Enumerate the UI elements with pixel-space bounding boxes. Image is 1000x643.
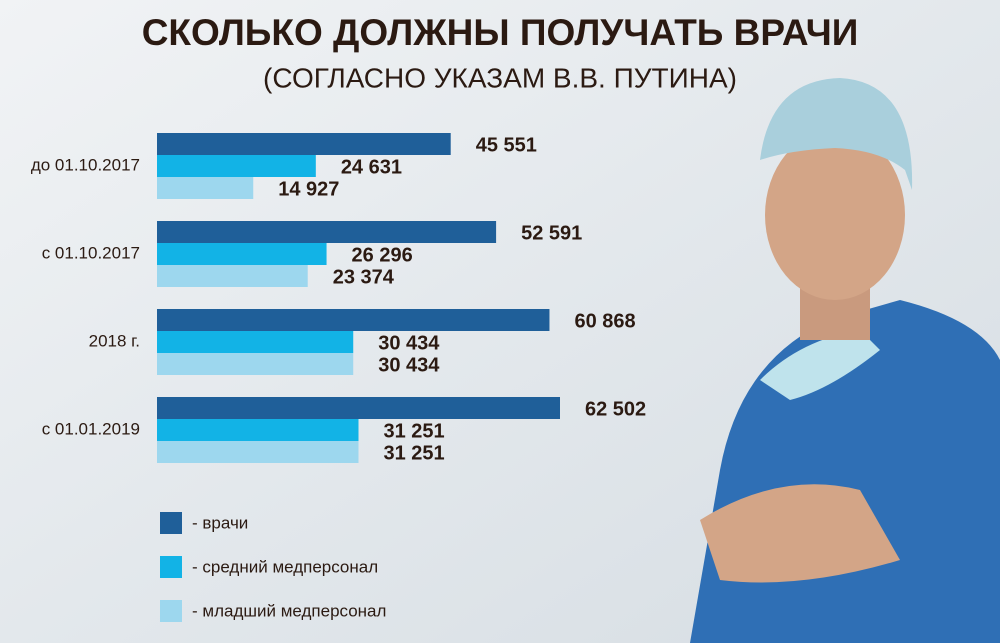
legend-swatch xyxy=(160,600,182,622)
chart-title: СКОЛЬКО ДОЛЖНЫ ПОЛУЧАТЬ ВРАЧИ xyxy=(142,12,859,53)
value-label: 62 502 xyxy=(585,398,646,420)
value-label: 52 591 xyxy=(521,222,582,244)
bar xyxy=(157,155,316,177)
bar xyxy=(157,177,254,199)
legend-label: - врачи xyxy=(192,513,248,532)
value-label: 30 434 xyxy=(378,332,440,354)
bar xyxy=(157,353,354,375)
bar xyxy=(157,397,560,419)
category-label: с 01.10.2017 xyxy=(42,243,140,262)
value-label: 60 868 xyxy=(574,310,635,332)
category-label: до 01.10.2017 xyxy=(31,155,140,174)
value-label: 14 927 xyxy=(278,178,339,200)
bar xyxy=(157,419,359,441)
value-label: 31 251 xyxy=(384,420,445,442)
legend-label: - средний медперсонал xyxy=(192,557,378,576)
value-label: 23 374 xyxy=(333,266,395,288)
category-label: с 01.01.2019 xyxy=(42,419,140,438)
bar xyxy=(157,221,497,243)
category-label: 2018 г. xyxy=(89,331,140,350)
bar xyxy=(157,441,359,463)
doctor-illustration xyxy=(690,78,1000,643)
bar xyxy=(157,265,308,287)
value-label: 31 251 xyxy=(384,442,445,464)
legend-swatch xyxy=(160,512,182,534)
value-label: 26 296 xyxy=(352,244,413,266)
value-label: 45 551 xyxy=(476,134,537,156)
chart-subtitle: (СОГЛАСНО УКАЗАМ В.В. ПУТИНА) xyxy=(263,62,737,93)
value-label: 30 434 xyxy=(378,354,440,376)
legend-swatch xyxy=(160,556,182,578)
bar xyxy=(157,331,354,353)
legend-label: - младший медперсонал xyxy=(192,601,386,620)
value-label: 24 631 xyxy=(341,156,402,178)
bar xyxy=(157,133,451,155)
bar xyxy=(157,243,327,265)
bar xyxy=(157,309,550,331)
